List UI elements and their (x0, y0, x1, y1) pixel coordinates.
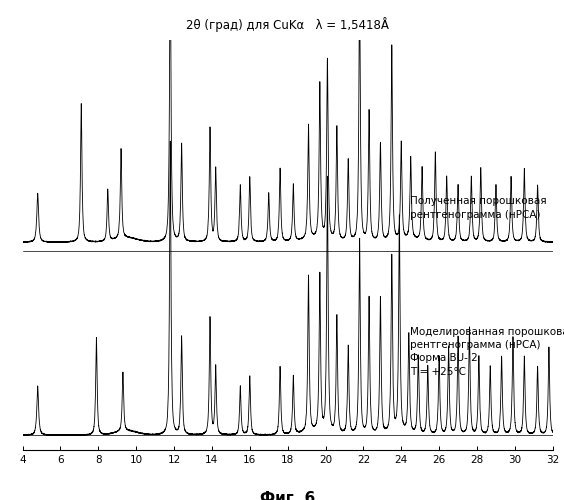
Text: 2θ (град) для CuKα   λ = 1,5418Å: 2θ (град) для CuKα λ = 1,5418Å (186, 17, 389, 32)
Text: Фиг. 6: Фиг. 6 (260, 491, 315, 500)
Text: Полученная порошковая
рентгенограмма (нPCA): Полученная порошковая рентгенограмма (нP… (409, 196, 546, 220)
Text: Моделированная порошковая
рентгенограмма (нPCA)
Форма BU- 2
T = +25°C: Моделированная порошковая рентгенограмма… (409, 327, 564, 376)
